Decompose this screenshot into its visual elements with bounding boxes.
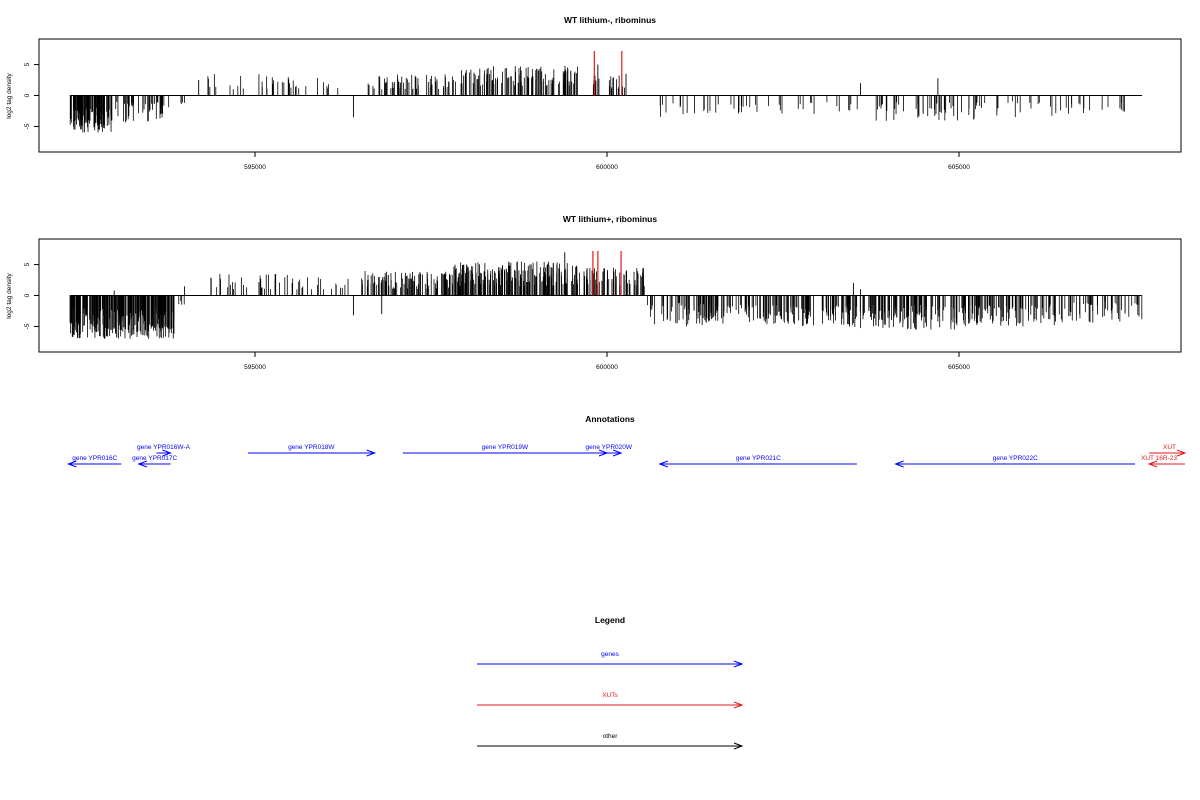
feature-arrow bbox=[1149, 449, 1187, 457]
legend-label: genes bbox=[601, 651, 619, 658]
legend-section: Legend genes XUTs other bbox=[477, 615, 744, 750]
feature-label: XUT 16R-23 bbox=[1141, 455, 1177, 462]
y-axis-label-lithium-plus: log2 tag density bbox=[6, 272, 13, 318]
legend-items: genes XUTs other bbox=[477, 651, 744, 750]
feature-label: gene YPR017C bbox=[132, 455, 177, 462]
feature-label: XUT bbox=[1163, 444, 1176, 451]
annotation-features: gene YPR016W-A gene YPR016C gene YPR017C ge… bbox=[67, 444, 1187, 468]
y-tick-label: 0 bbox=[24, 93, 31, 97]
y-tick-label: -5 bbox=[24, 123, 31, 129]
legend-arrow bbox=[477, 742, 744, 750]
feature-arrow bbox=[1147, 460, 1185, 468]
track-panel-lithium-plus: WT lithium+, ribominus log2 tag density … bbox=[6, 214, 1182, 371]
feature-arrow bbox=[137, 460, 171, 468]
y-tick-label: 5 bbox=[24, 62, 31, 66]
track-title-lithium-plus: WT lithium+, ribominus bbox=[563, 214, 657, 224]
feature-label: gene YPR020W bbox=[586, 444, 633, 451]
legend-label: XUTs bbox=[602, 692, 618, 699]
legend-label: other bbox=[603, 733, 619, 740]
x-tick-label: 605000 bbox=[948, 164, 970, 171]
axes-lithium-plus: 595000 600000 605000 -5 0 5 bbox=[24, 262, 970, 371]
legend-arrow bbox=[477, 701, 744, 709]
track-panel-lithium-minus: WT lithium-, ribominus log2 tag density … bbox=[6, 15, 1182, 171]
track-title-lithium-minus: WT lithium-, ribominus bbox=[564, 15, 656, 25]
y-axis-label-lithium-minus: log2 tag density bbox=[6, 72, 13, 118]
feature-label: gene YPR019W bbox=[482, 444, 529, 451]
feature-arrow bbox=[67, 460, 122, 468]
legend-title: Legend bbox=[595, 615, 625, 625]
feature-label: gene YPR022C bbox=[993, 455, 1038, 462]
x-tick-label: 600000 bbox=[596, 164, 618, 171]
feature-arrow bbox=[658, 460, 857, 468]
y-tick-label: 5 bbox=[24, 262, 31, 266]
x-tick-label: 595000 bbox=[244, 164, 266, 171]
feature-label: gene YPR018W bbox=[288, 444, 335, 451]
axes-lithium-minus: 595000 600000 605000 -5 0 5 bbox=[24, 62, 970, 171]
feature-label: gene YPR016C bbox=[72, 455, 117, 462]
feature-arrow bbox=[247, 449, 377, 457]
legend-arrow bbox=[477, 660, 744, 668]
bar-marks-lithium-plus bbox=[69, 250, 1143, 339]
x-tick-label: 600000 bbox=[596, 364, 618, 371]
feature-arrow bbox=[596, 449, 623, 457]
feature-label: gene YPR016W-A bbox=[137, 444, 191, 451]
y-tick-label: 0 bbox=[24, 293, 31, 297]
x-tick-label: 595000 bbox=[244, 364, 266, 371]
x-tick-label: 605000 bbox=[948, 364, 970, 371]
feature-arrow bbox=[156, 449, 172, 457]
feature-label: gene YPR021C bbox=[736, 455, 781, 462]
y-tick-label: -5 bbox=[24, 323, 31, 329]
feature-arrow bbox=[894, 460, 1135, 468]
annotations-title: Annotations bbox=[585, 414, 635, 424]
bar-marks-lithium-minus bbox=[69, 50, 1143, 133]
